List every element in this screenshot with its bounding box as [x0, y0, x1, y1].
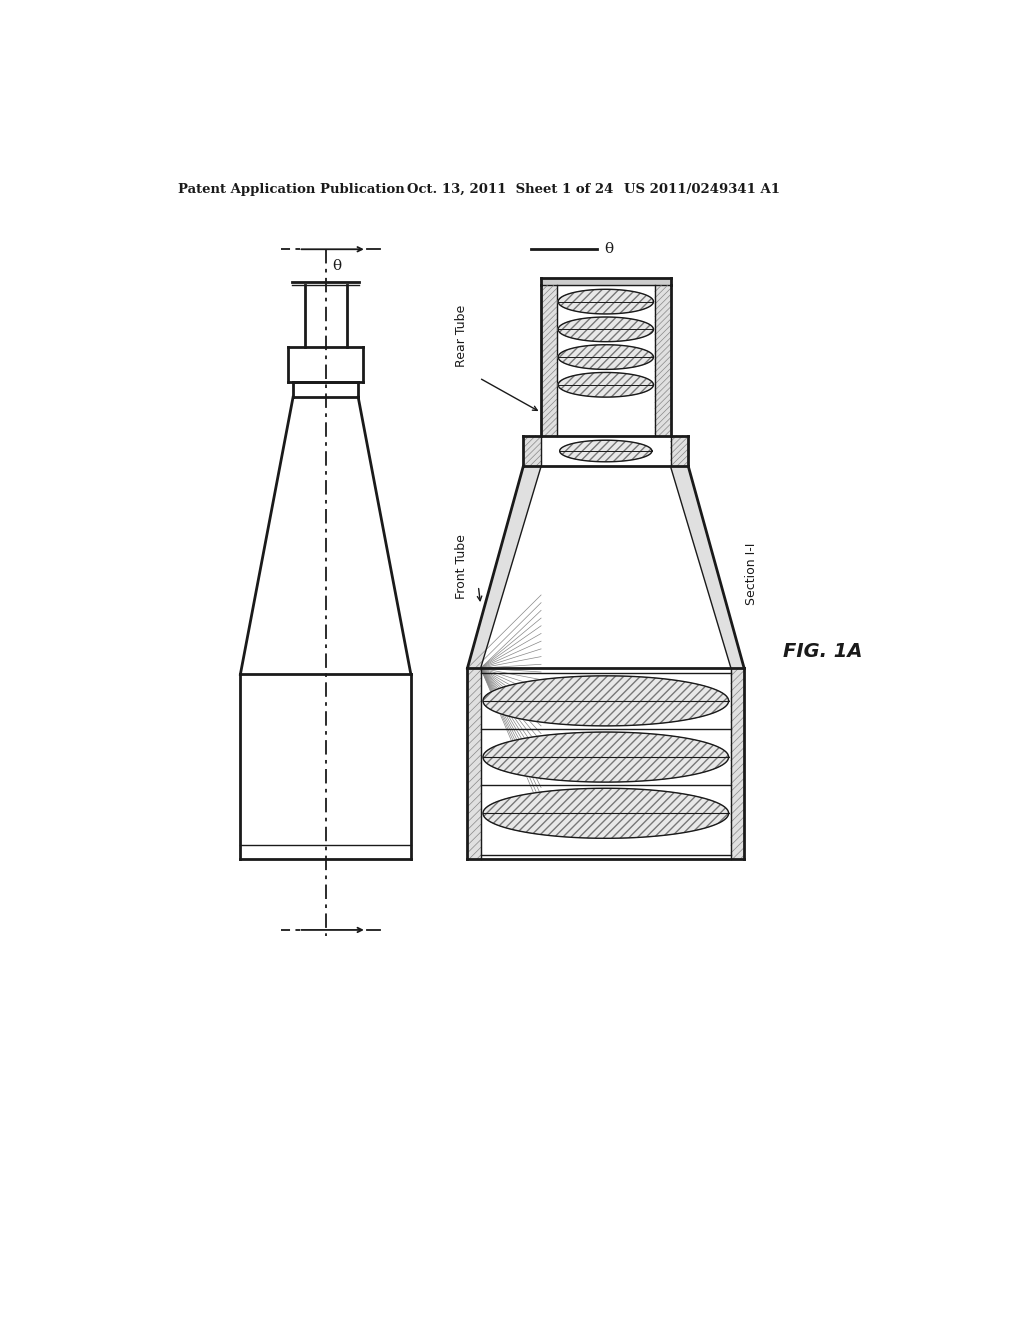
Text: θ: θ — [333, 259, 342, 272]
Polygon shape — [483, 788, 729, 838]
Polygon shape — [560, 441, 652, 462]
Polygon shape — [558, 317, 653, 342]
Text: Rear Tube: Rear Tube — [455, 305, 468, 367]
Text: θ: θ — [604, 243, 613, 256]
Text: US 2011/0249341 A1: US 2011/0249341 A1 — [624, 183, 780, 197]
Polygon shape — [483, 676, 729, 726]
Polygon shape — [671, 466, 744, 668]
Polygon shape — [558, 289, 653, 314]
Polygon shape — [558, 372, 653, 397]
Text: FIG. 1A: FIG. 1A — [783, 642, 862, 661]
Text: Oct. 13, 2011  Sheet 1 of 24: Oct. 13, 2011 Sheet 1 of 24 — [407, 183, 613, 197]
Polygon shape — [467, 466, 541, 668]
Text: Patent Application Publication: Patent Application Publication — [178, 183, 406, 197]
Polygon shape — [558, 345, 653, 370]
Polygon shape — [483, 733, 729, 781]
Text: Section I-I: Section I-I — [745, 543, 759, 606]
Text: Front Tube: Front Tube — [455, 535, 468, 599]
